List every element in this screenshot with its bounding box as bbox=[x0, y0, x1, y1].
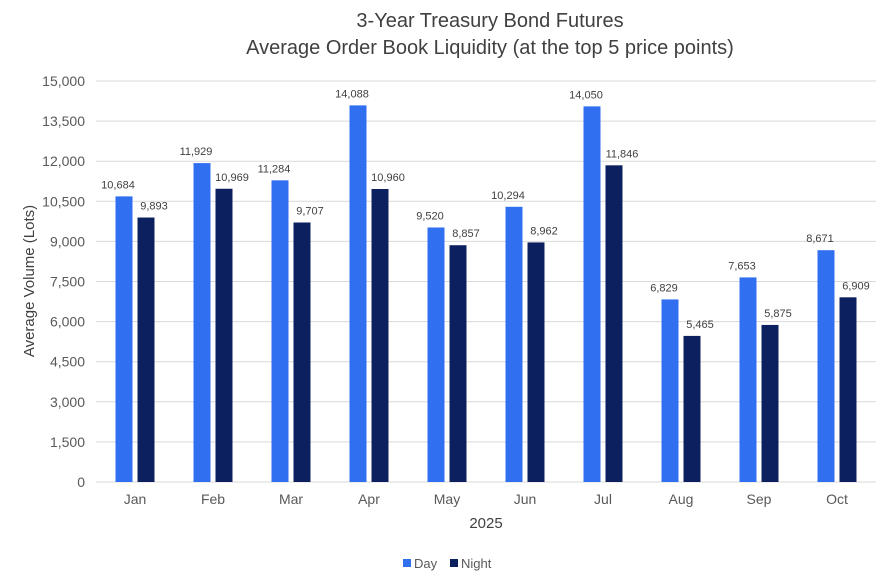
bar-day bbox=[193, 163, 211, 482]
bar-day bbox=[583, 106, 601, 482]
bar-day bbox=[661, 299, 679, 482]
x-tick-label: Sep bbox=[747, 491, 772, 507]
bar-night bbox=[527, 242, 545, 482]
bar-day bbox=[505, 206, 523, 482]
x-tick-label: Mar bbox=[279, 491, 303, 507]
legend-swatch-night bbox=[450, 559, 458, 567]
bar-night bbox=[761, 324, 779, 482]
bar-night bbox=[137, 217, 155, 482]
bar-day bbox=[271, 180, 289, 482]
bar-day bbox=[115, 196, 133, 482]
data-label-day: 11,284 bbox=[258, 163, 291, 175]
bar-day bbox=[817, 250, 835, 482]
data-label-day: 10,684 bbox=[101, 179, 135, 191]
data-label-night: 10,960 bbox=[371, 172, 405, 184]
y-tick-label: 12,000 bbox=[42, 153, 85, 169]
data-label-night: 9,893 bbox=[140, 201, 168, 213]
y-axis-label: Average Volume (Lots) bbox=[21, 205, 38, 357]
y-tick-label: 15,000 bbox=[42, 73, 85, 89]
chart-title-line-2: Average Order Book Liquidity (at the top… bbox=[246, 37, 734, 59]
bar-night bbox=[215, 188, 233, 482]
data-label-night: 5,875 bbox=[764, 308, 792, 320]
y-tick-label: 13,500 bbox=[42, 113, 85, 129]
bar-night bbox=[683, 335, 701, 482]
data-label-night: 9,707 bbox=[296, 205, 324, 217]
bar-day bbox=[427, 227, 445, 482]
x-tick-label: Jan bbox=[124, 491, 147, 507]
bar-night bbox=[449, 245, 467, 482]
data-label-day: 14,050 bbox=[569, 89, 603, 101]
data-label-night: 5,465 bbox=[686, 319, 714, 331]
bar-day bbox=[739, 277, 757, 482]
y-tick-label: 1,500 bbox=[50, 434, 85, 450]
data-label-day: 11,929 bbox=[180, 146, 213, 158]
x-tick-label: Apr bbox=[358, 491, 380, 507]
y-tick-label: 0 bbox=[77, 474, 85, 490]
y-tick-label: 4,500 bbox=[50, 354, 85, 370]
y-tick-label: 9,000 bbox=[50, 233, 85, 249]
bar-day bbox=[349, 105, 367, 482]
x-axis-label: 2025 bbox=[469, 515, 502, 532]
bar-night bbox=[371, 189, 389, 482]
y-tick-label: 3,000 bbox=[50, 394, 85, 410]
data-label-day: 10,294 bbox=[491, 190, 525, 202]
data-label-night: 8,962 bbox=[530, 225, 558, 237]
x-tick-label: Aug bbox=[669, 491, 694, 507]
data-label-day: 9,520 bbox=[416, 210, 444, 222]
data-label-night: 6,909 bbox=[842, 280, 870, 292]
data-label-day: 14,088 bbox=[335, 88, 369, 100]
legend-swatch-day bbox=[403, 559, 411, 567]
x-tick-label: Oct bbox=[826, 491, 848, 507]
y-tick-label: 10,500 bbox=[42, 193, 85, 209]
legend-label-day: Day bbox=[414, 556, 438, 571]
chart-title-line-1: 3-Year Treasury Bond Futures bbox=[356, 10, 623, 32]
bar-night bbox=[839, 297, 857, 482]
data-label-night: 8,857 bbox=[452, 228, 480, 240]
legend-label-night: Night bbox=[461, 556, 492, 571]
y-tick-label: 7,500 bbox=[50, 274, 85, 290]
x-tick-label: Jul bbox=[594, 491, 612, 507]
data-label-day: 7,653 bbox=[728, 260, 756, 272]
data-label-night: 10,969 bbox=[215, 172, 249, 184]
x-tick-label: May bbox=[434, 491, 460, 507]
bar-night bbox=[605, 165, 623, 482]
data-label-night: 11,846 bbox=[606, 148, 639, 160]
data-label-day: 6,829 bbox=[650, 282, 678, 294]
x-tick-label: Jun bbox=[514, 491, 537, 507]
x-tick-label: Feb bbox=[201, 491, 225, 507]
data-label-day: 8,671 bbox=[806, 233, 834, 245]
y-tick-label: 6,000 bbox=[50, 314, 85, 330]
legend: Day Night bbox=[403, 556, 492, 571]
bar-night bbox=[293, 222, 311, 483]
